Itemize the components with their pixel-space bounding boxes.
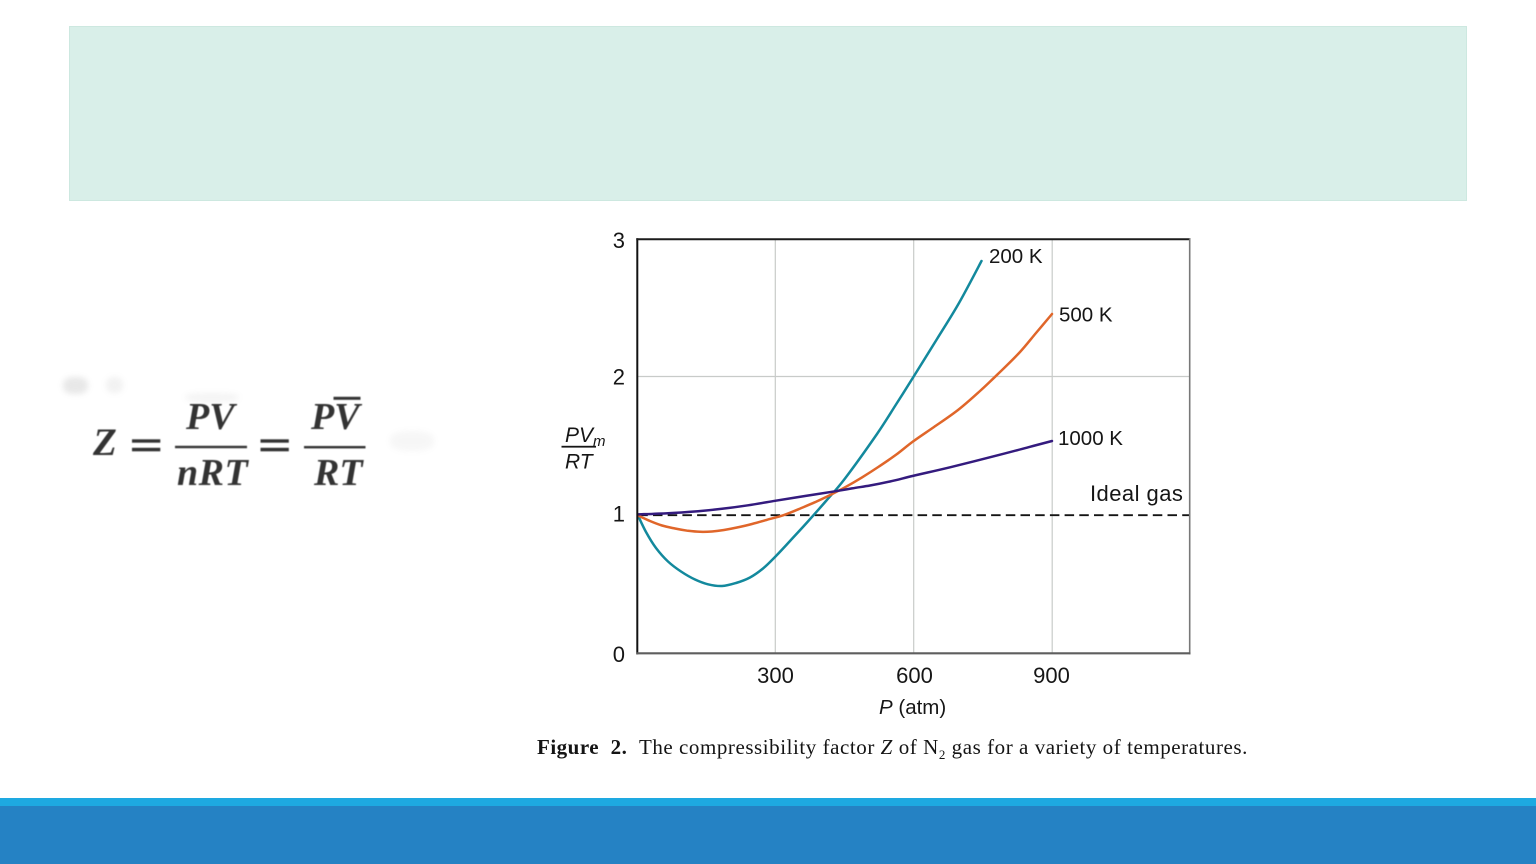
- svg-text:1000 K: 1000 K: [1058, 427, 1123, 450]
- svg-text:600: 600: [896, 663, 933, 688]
- svg-text:P (atm): P (atm): [879, 696, 946, 719]
- svg-text:900: 900: [1033, 663, 1070, 688]
- svg-text:PV: PV: [185, 396, 237, 438]
- svg-text:3: 3: [613, 228, 625, 253]
- svg-text:RT: RT: [313, 452, 364, 494]
- svg-text:2: 2: [613, 365, 625, 390]
- svg-text:200 K: 200 K: [989, 245, 1043, 268]
- svg-text:RT: RT: [565, 451, 595, 474]
- svg-text:1: 1: [613, 502, 625, 527]
- svg-text:Z: Z: [92, 421, 117, 464]
- svg-text:300: 300: [757, 663, 794, 688]
- svg-text:PVm: PVm: [565, 424, 606, 450]
- svg-text:nRT: nRT: [177, 452, 249, 494]
- svg-text:PV: PV: [310, 396, 362, 438]
- svg-text:Ideal gas: Ideal gas: [1090, 481, 1183, 506]
- svg-text:500 K: 500 K: [1059, 304, 1113, 327]
- svg-text:0: 0: [613, 642, 625, 667]
